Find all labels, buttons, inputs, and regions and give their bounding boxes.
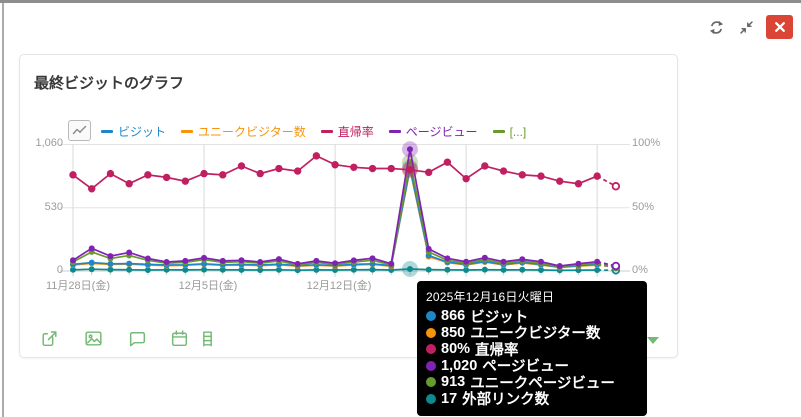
legend-item-pageviews[interactable]: ページビュー	[388, 123, 478, 140]
chart-tooltip: 2025年12月16日火曜日 866 ビジット 850 ユニークビジター数 80…	[417, 281, 647, 416]
y-axis-tick: 1,060	[35, 137, 63, 149]
legend-color-dash	[388, 130, 401, 133]
tooltip-label: ページビュー	[482, 359, 570, 376]
refresh-icon[interactable]	[706, 17, 727, 38]
window-left-border	[2, 3, 4, 417]
line-chart[interactable]	[20, 55, 679, 359]
y-axis-right-tick: 100%	[632, 137, 661, 149]
tooltip-row: 17 外部リンク数	[426, 391, 638, 408]
x-axis-tick: 11月28日(金)	[46, 280, 110, 292]
annotations-icon[interactable]	[127, 328, 148, 349]
tooltip-value: 913	[441, 374, 466, 391]
tooltip-row: 80% 直帰率	[426, 341, 638, 359]
tooltip-date: 2025年12月16日火曜日	[426, 290, 555, 304]
export-icon[interactable]	[39, 328, 60, 349]
close-button[interactable]	[766, 15, 793, 39]
tooltip-row: 1,020 ページビュー	[426, 358, 638, 375]
dropdown-arrow[interactable]	[647, 337, 659, 344]
y-axis-tick: 0	[56, 264, 63, 276]
y-axis-tick: 530	[44, 201, 63, 213]
series-dot	[426, 393, 436, 404]
tooltip-label: 外部リンク数	[462, 392, 550, 409]
series-dot	[426, 344, 436, 355]
widget-title: 最終ビジットのグラフ	[34, 75, 185, 92]
tooltip-label: 直帰率	[475, 342, 519, 359]
close-icon	[774, 22, 785, 32]
tooltip-row: 866 ビジット	[426, 308, 638, 326]
legend-item-visits[interactable]: ビジット	[101, 123, 166, 140]
widget-footer	[20, 328, 677, 352]
legend-color-dash	[181, 130, 194, 133]
window-top-border	[0, 0, 801, 3]
tooltip-row: 850 ユニークビジター数	[426, 325, 638, 342]
x-axis-tick: 12月5日(金)	[178, 280, 238, 292]
table-view-icon[interactable]	[197, 328, 218, 349]
legend-item-label: ページビュー	[405, 125, 478, 139]
legend-item-label: [...]	[509, 124, 527, 139]
series-dot	[426, 311, 436, 322]
visits-graph-widget: 最終ビジットのグラフ ビジット ユニークビジター数 直帰率	[19, 54, 678, 358]
legend-item-bounce-rate[interactable]: 直帰率	[320, 123, 374, 140]
line-chart-icon	[72, 125, 87, 135]
tooltip-value: 17	[441, 390, 458, 407]
series-dot	[426, 327, 436, 338]
tooltip-value: 1,020	[441, 357, 478, 374]
legend-color-dash	[492, 130, 505, 133]
y-axis-right-tick: 50%	[632, 201, 655, 213]
chart-legend: ビジット ユニークビジター数 直帰率 ページビュー [...]	[101, 123, 526, 140]
legend-item-label: ビジット	[118, 125, 167, 139]
legend-item-more[interactable]: [...]	[492, 124, 527, 139]
window-controls	[706, 15, 793, 39]
tooltip-value: 850	[441, 324, 466, 341]
legend-item-unique-visitors[interactable]: ユニークビジター数	[181, 123, 306, 140]
series-dot	[426, 360, 436, 371]
image-export-icon[interactable]	[83, 328, 104, 349]
tooltip-label: ビジット	[470, 309, 529, 326]
tooltip-label: ユニークページビュー	[470, 375, 615, 392]
minimize-icon[interactable]	[737, 18, 756, 37]
legend-color-dash	[320, 130, 333, 133]
series-dot	[426, 377, 436, 388]
legend-item-label: ユニークビジター数	[198, 125, 306, 139]
legend-item-label: 直帰率	[337, 125, 374, 139]
x-axis-tick: 12月12日(金)	[306, 280, 372, 292]
tooltip-value: 80%	[441, 341, 471, 358]
chart-type-button[interactable]	[68, 120, 91, 141]
calendar-icon[interactable]	[169, 328, 190, 349]
y-axis-right-tick: 0%	[632, 264, 648, 276]
tooltip-value: 866	[441, 308, 466, 325]
tooltip-label: ユニークビジター数	[470, 326, 601, 343]
tooltip-row: 913 ユニークページビュー	[426, 374, 638, 392]
legend-color-dash	[101, 130, 113, 133]
